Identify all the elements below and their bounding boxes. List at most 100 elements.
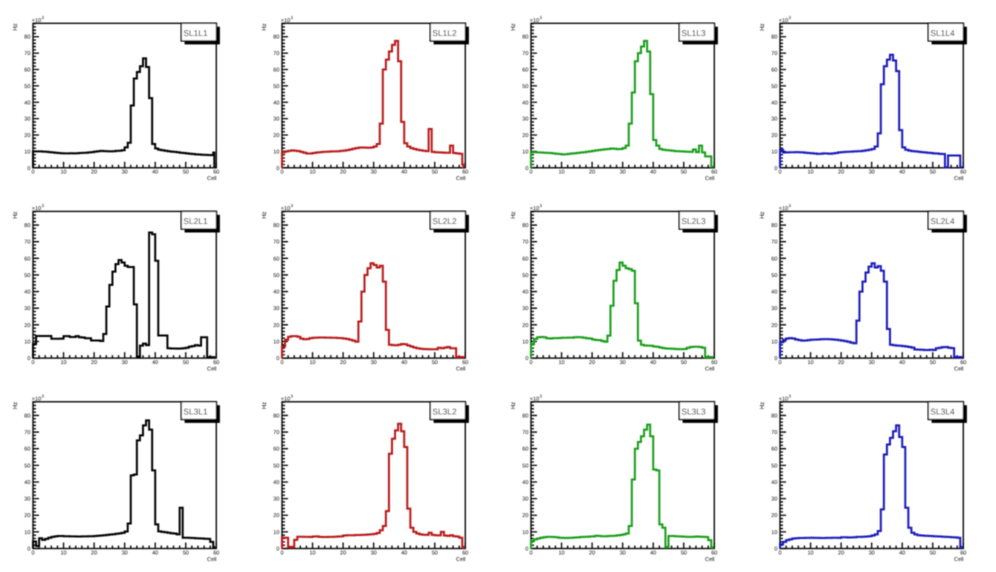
svg-text:40: 40 xyxy=(152,550,158,556)
svg-text:30: 30 xyxy=(371,170,377,176)
svg-text:10: 10 xyxy=(60,360,66,366)
svg-text:10: 10 xyxy=(309,170,315,176)
svg-text:20: 20 xyxy=(340,360,346,366)
svg-text:3: 3 xyxy=(291,15,294,20)
svg-text:Hz: Hz xyxy=(510,211,517,218)
svg-text:0: 0 xyxy=(27,356,30,362)
svg-text:Hz: Hz xyxy=(12,402,19,409)
svg-text:Cell: Cell xyxy=(456,176,465,182)
svg-text:50: 50 xyxy=(24,84,30,90)
svg-text:50: 50 xyxy=(930,360,936,366)
svg-text:20: 20 xyxy=(771,513,777,519)
svg-text:80: 80 xyxy=(273,35,279,41)
svg-text:Hz: Hz xyxy=(759,23,766,30)
svg-text:60: 60 xyxy=(960,550,966,556)
svg-text:10: 10 xyxy=(522,339,528,345)
svg-text:10: 10 xyxy=(24,339,30,345)
svg-text:3: 3 xyxy=(540,393,543,398)
svg-text:×10: ×10 xyxy=(32,18,41,24)
svg-text:20: 20 xyxy=(340,550,346,556)
svg-text:40: 40 xyxy=(650,170,656,176)
svg-text:10: 10 xyxy=(807,360,813,366)
svg-text:30: 30 xyxy=(869,550,875,556)
svg-text:60: 60 xyxy=(24,447,30,453)
svg-text:×10: ×10 xyxy=(779,18,788,24)
svg-text:0: 0 xyxy=(529,170,532,176)
svg-text:0: 0 xyxy=(774,356,777,362)
svg-text:40: 40 xyxy=(24,480,30,486)
svg-text:Hz: Hz xyxy=(12,211,19,218)
svg-text:60: 60 xyxy=(771,447,777,453)
svg-text:10: 10 xyxy=(522,149,528,155)
svg-text:50: 50 xyxy=(681,550,687,556)
svg-text:10: 10 xyxy=(24,149,30,155)
svg-text:×10: ×10 xyxy=(281,396,290,402)
svg-text:80: 80 xyxy=(24,35,30,41)
svg-text:SL1L2: SL1L2 xyxy=(432,28,457,38)
svg-text:70: 70 xyxy=(273,51,279,57)
svg-text:60: 60 xyxy=(462,170,468,176)
svg-text:50: 50 xyxy=(522,84,528,90)
svg-text:50: 50 xyxy=(681,170,687,176)
svg-text:0: 0 xyxy=(27,547,30,553)
svg-text:60: 60 xyxy=(522,68,528,74)
svg-text:20: 20 xyxy=(273,513,279,519)
svg-text:80: 80 xyxy=(771,413,777,419)
svg-text:50: 50 xyxy=(273,273,279,279)
svg-text:0: 0 xyxy=(280,360,283,366)
svg-text:70: 70 xyxy=(522,430,528,436)
svg-text:0: 0 xyxy=(280,170,283,176)
svg-text:3: 3 xyxy=(789,393,792,398)
svg-text:30: 30 xyxy=(273,117,279,123)
svg-text:20: 20 xyxy=(838,170,844,176)
svg-text:40: 40 xyxy=(899,360,905,366)
svg-text:Cell: Cell xyxy=(954,557,963,563)
svg-text:3: 3 xyxy=(540,15,543,20)
svg-text:3: 3 xyxy=(789,203,792,208)
svg-text:40: 40 xyxy=(522,290,528,296)
svg-text:20: 20 xyxy=(24,513,30,519)
svg-text:70: 70 xyxy=(24,430,30,436)
svg-text:30: 30 xyxy=(771,117,777,123)
svg-text:Hz: Hz xyxy=(510,402,517,409)
svg-text:3: 3 xyxy=(540,203,543,208)
svg-text:×10: ×10 xyxy=(779,396,788,402)
svg-text:Cell: Cell xyxy=(207,366,216,372)
svg-text:3: 3 xyxy=(291,393,294,398)
svg-text:0: 0 xyxy=(529,360,532,366)
svg-text:Cell: Cell xyxy=(207,176,216,182)
svg-text:40: 40 xyxy=(273,480,279,486)
svg-text:60: 60 xyxy=(213,360,219,366)
svg-text:30: 30 xyxy=(371,550,377,556)
svg-text:20: 20 xyxy=(91,170,97,176)
svg-text:10: 10 xyxy=(558,170,564,176)
svg-text:50: 50 xyxy=(522,273,528,279)
svg-text:40: 40 xyxy=(899,550,905,556)
svg-text:20: 20 xyxy=(522,133,528,139)
svg-text:10: 10 xyxy=(807,550,813,556)
svg-text:60: 60 xyxy=(522,256,528,262)
svg-text:3: 3 xyxy=(42,203,45,208)
svg-text:3: 3 xyxy=(42,393,45,398)
svg-text:60: 60 xyxy=(273,68,279,74)
svg-text:10: 10 xyxy=(60,170,66,176)
svg-text:SL2L3: SL2L3 xyxy=(681,216,706,226)
svg-text:70: 70 xyxy=(24,240,30,246)
svg-text:SL3L4: SL3L4 xyxy=(930,407,955,417)
svg-text:10: 10 xyxy=(558,550,564,556)
svg-text:40: 40 xyxy=(273,290,279,296)
svg-text:20: 20 xyxy=(589,550,595,556)
svg-text:Cell: Cell xyxy=(456,366,465,372)
svg-text:80: 80 xyxy=(522,223,528,229)
svg-text:70: 70 xyxy=(522,51,528,57)
svg-text:SL1L3: SL1L3 xyxy=(681,28,706,38)
svg-text:70: 70 xyxy=(771,430,777,436)
svg-text:60: 60 xyxy=(771,68,777,74)
svg-text:70: 70 xyxy=(771,240,777,246)
svg-text:Hz: Hz xyxy=(759,402,766,409)
svg-text:0: 0 xyxy=(525,547,528,553)
svg-text:20: 20 xyxy=(771,323,777,329)
svg-text:40: 40 xyxy=(24,100,30,106)
svg-text:80: 80 xyxy=(771,223,777,229)
svg-text:70: 70 xyxy=(273,240,279,246)
